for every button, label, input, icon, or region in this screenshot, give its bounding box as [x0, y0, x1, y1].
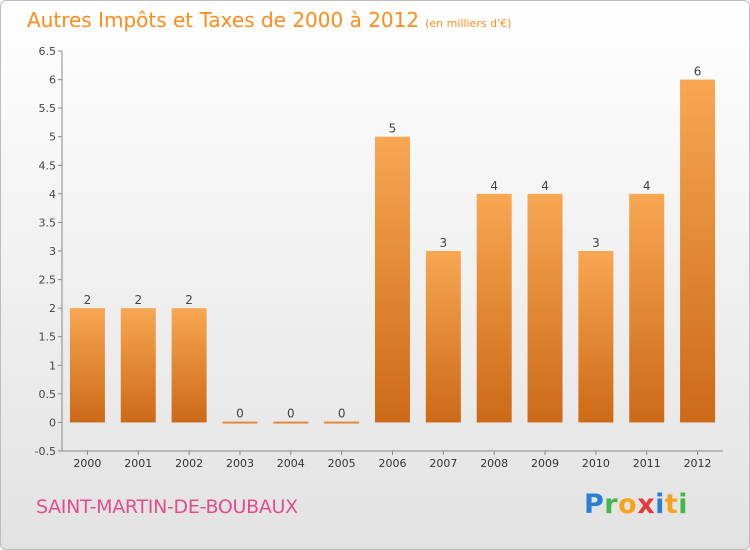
x-tick-label-2011: 2011: [633, 457, 661, 470]
bar-2004[interactable]: [273, 421, 309, 424]
data-label-2001: 2: [134, 293, 142, 307]
x-tick-label-2008: 2008: [480, 457, 508, 470]
data-label-2004: 0: [287, 406, 295, 420]
x-tick-label-2007: 2007: [429, 457, 457, 470]
x-tick-label-2004: 2004: [277, 457, 305, 470]
x-tick-label-2003: 2003: [226, 457, 254, 470]
data-label-2003: 0: [236, 406, 244, 420]
data-label-2006: 5: [389, 122, 397, 136]
data-label-2012: 6: [694, 65, 702, 79]
x-tick-label-2005: 2005: [328, 457, 356, 470]
data-label-2005: 0: [338, 406, 346, 420]
x-tick-label-2002: 2002: [175, 457, 203, 470]
y-tick-label: 3: [49, 245, 56, 258]
y-tick-label: 2: [49, 302, 56, 315]
y-tick-label: 5: [49, 131, 56, 144]
bar-2006[interactable]: [375, 136, 410, 423]
x-tick-label-2010: 2010: [582, 457, 610, 470]
bar-2012[interactable]: [680, 79, 716, 423]
y-tick-label: 1: [49, 359, 56, 372]
chart-title: Autres Impôts et Taxes de 2000 à 2012 (en…: [27, 8, 511, 32]
y-tick-label: 6: [49, 74, 56, 87]
y-tick-label: 4: [49, 188, 56, 201]
x-tick-label-2000: 2000: [73, 457, 101, 470]
bar-2011[interactable]: [629, 193, 665, 423]
bar-2001[interactable]: [120, 308, 156, 423]
proxiti-logo[interactable]: Proxiti: [584, 489, 689, 520]
data-label-2002: 2: [185, 293, 193, 307]
title-unit: (en milliers d'€): [425, 17, 512, 30]
y-tick-label: 2.5: [39, 274, 57, 287]
y-tick-label: 5.5: [39, 102, 57, 115]
title-text: Autres Impôts et Taxes de 2000 à 2012: [27, 8, 420, 32]
data-label-2008: 4: [490, 179, 498, 193]
bar-2002[interactable]: [171, 308, 207, 423]
bar-2010[interactable]: [578, 251, 614, 423]
y-tick-label: 3.5: [39, 216, 57, 229]
y-tick-label: 0.5: [39, 388, 57, 401]
x-tick-label-2001: 2001: [124, 457, 152, 470]
data-label-2000: 2: [84, 293, 92, 307]
data-label-2010: 3: [592, 236, 600, 250]
x-tick-label-2006: 2006: [379, 457, 407, 470]
bar-2007[interactable]: [425, 251, 461, 423]
bar-2005[interactable]: [324, 421, 360, 424]
bar-2009[interactable]: [527, 193, 563, 423]
bar-2008[interactable]: [476, 193, 512, 423]
bar-2000[interactable]: [69, 308, 105, 423]
x-tick-label-2012: 2012: [684, 457, 712, 470]
y-tick-label: -0.5: [35, 445, 56, 458]
data-label-2007: 3: [440, 236, 448, 250]
data-label-2011: 4: [643, 179, 651, 193]
data-label-2009: 4: [541, 179, 549, 193]
bar-2003[interactable]: [222, 421, 258, 424]
y-tick-label: 4.5: [39, 159, 57, 172]
y-tick-label: 6.5: [39, 45, 57, 58]
commune-name: SAINT-MARTIN-DE-BOUBAUX: [36, 496, 298, 518]
y-tick-label: 1.5: [39, 331, 57, 344]
x-tick-label-2009: 2009: [531, 457, 559, 470]
y-tick-label: 0: [49, 416, 56, 429]
